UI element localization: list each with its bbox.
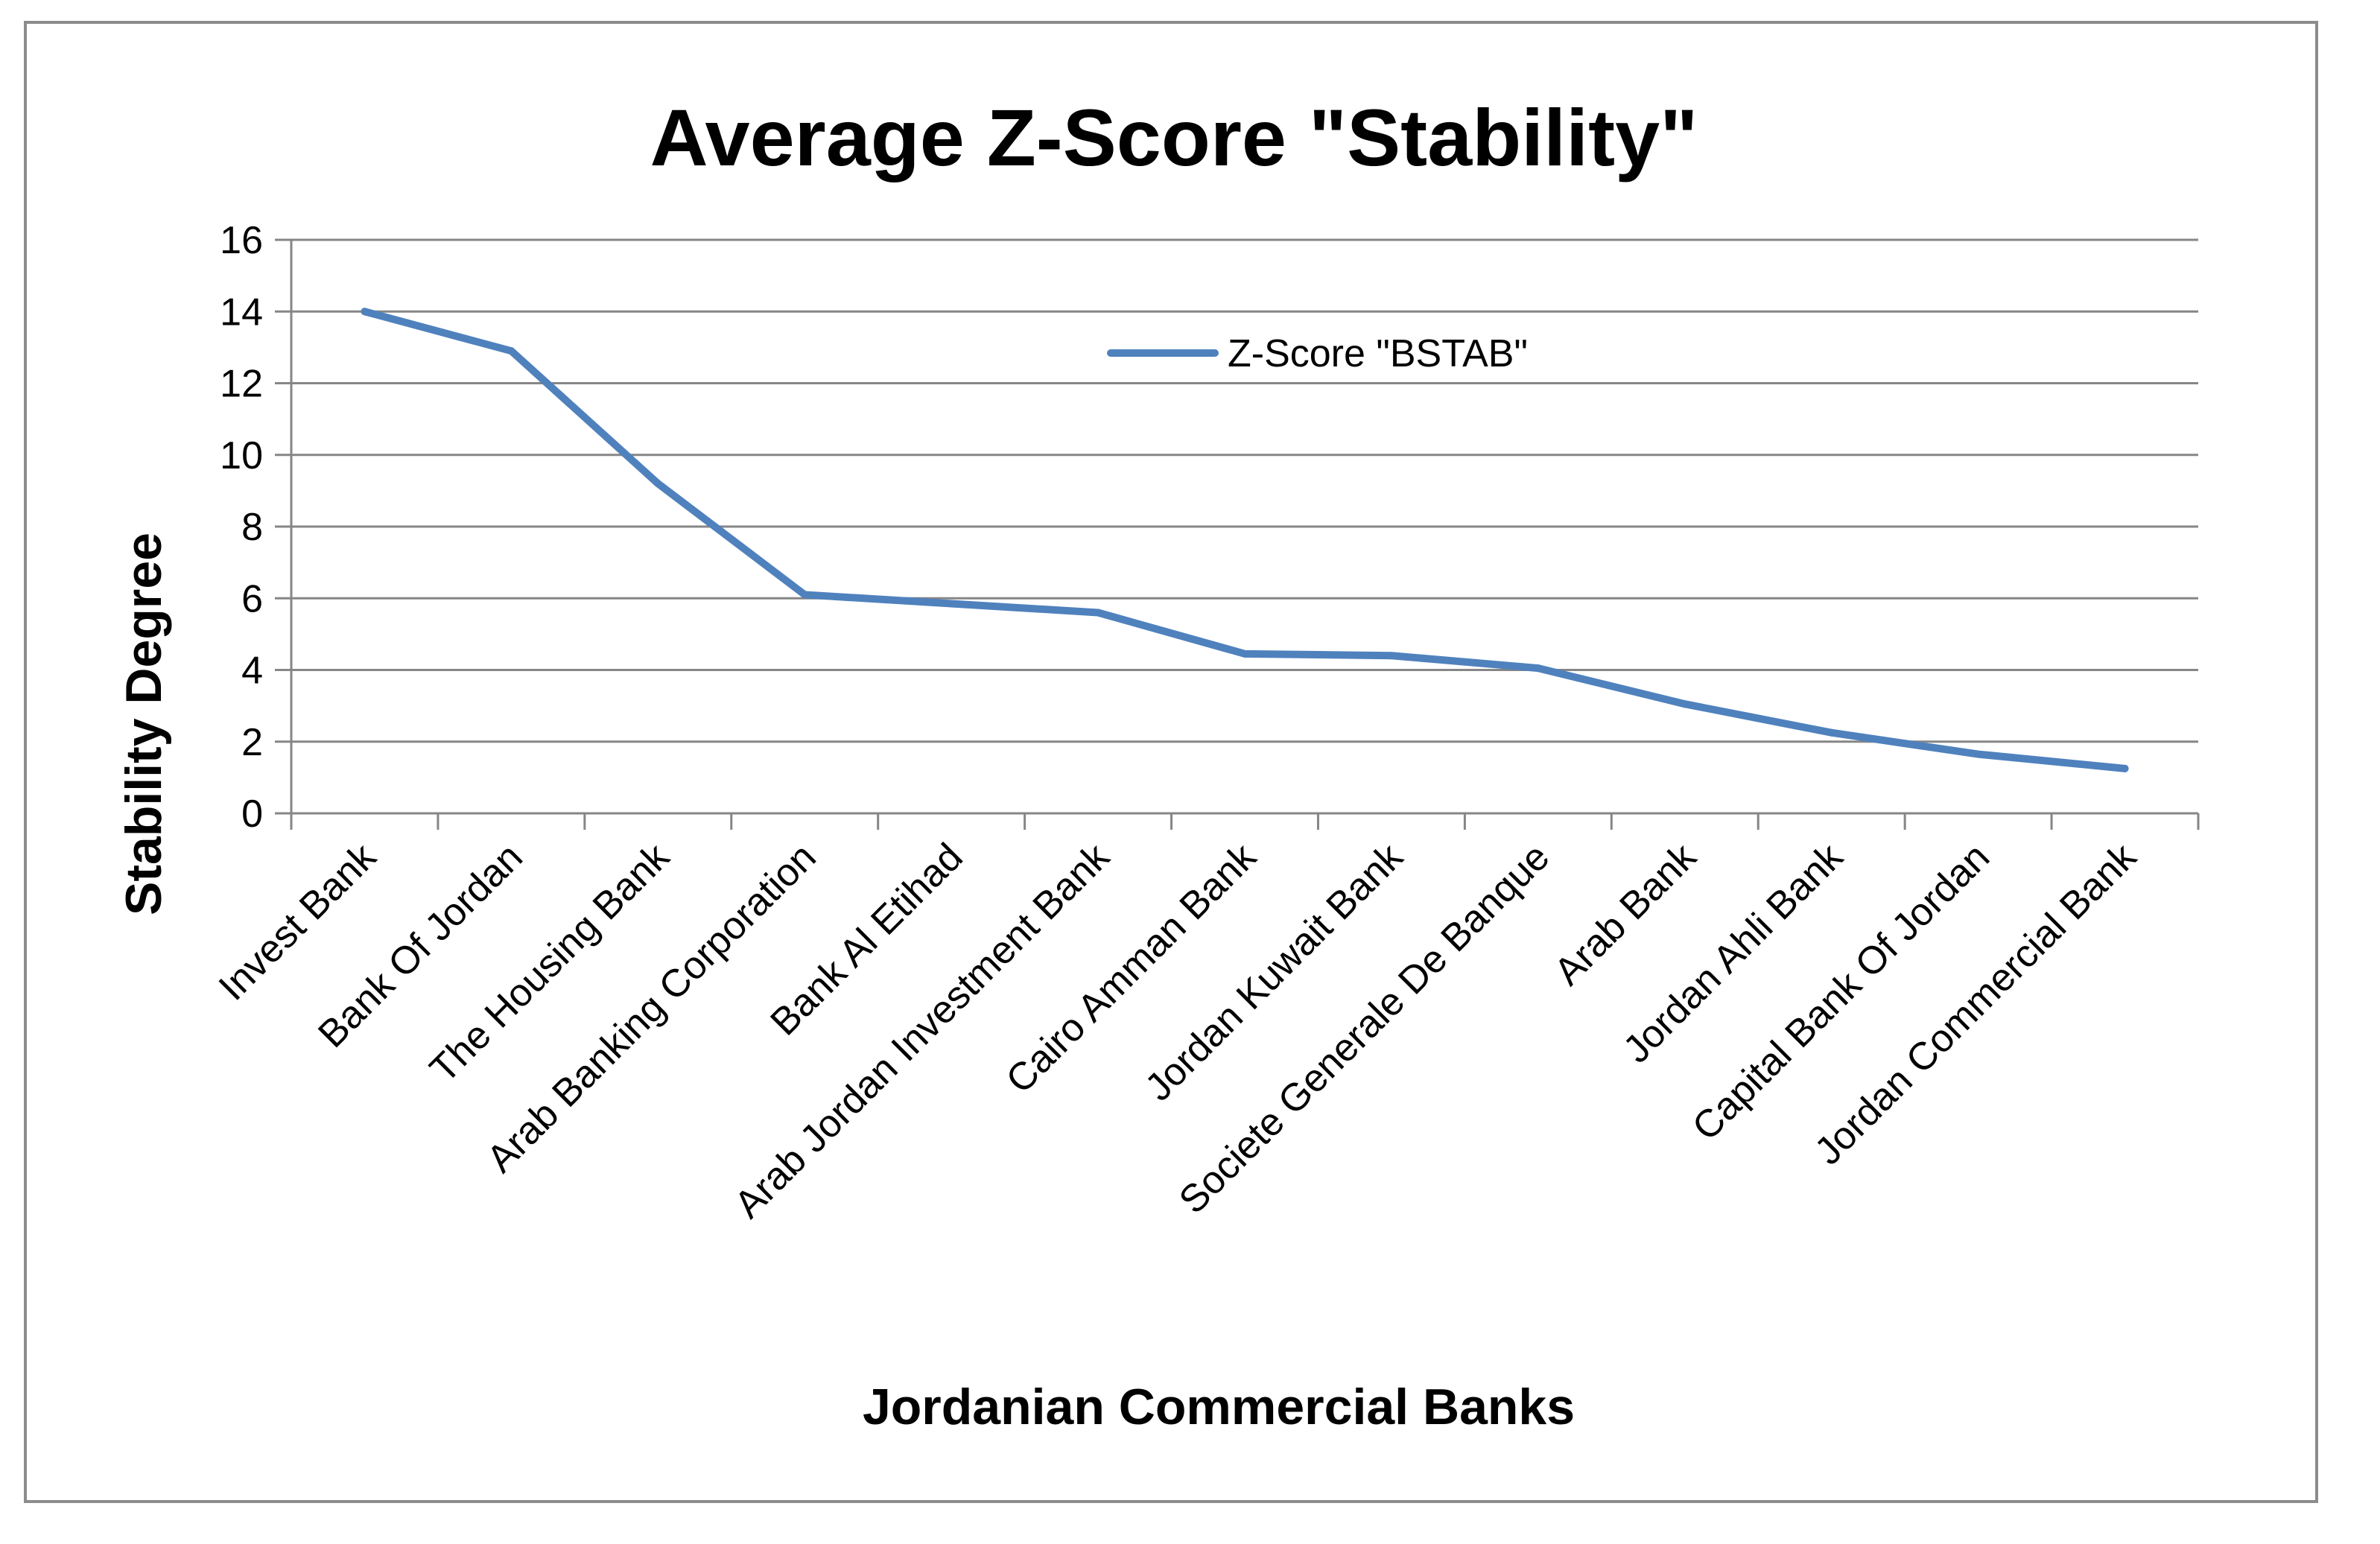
data-point-0-11 <box>1974 750 1982 758</box>
y-tick-label-12: 12 <box>220 363 263 406</box>
y-tick-label-2: 2 <box>241 721 263 764</box>
series-line-0 <box>361 308 2129 772</box>
data-point-0-8 <box>1534 664 1542 673</box>
data-point-0-1 <box>507 347 515 355</box>
x-axis-title: Jordanian Commercial Banks <box>863 1379 1575 1435</box>
y-tick-label-16: 16 <box>220 219 263 262</box>
data-point-0-12 <box>2121 764 2129 772</box>
data-point-0-6 <box>1241 649 1248 658</box>
legend-label-0: Z-Score "BSTAB" <box>1228 332 1528 375</box>
x-tick-label-11: Capital Bank Of Jordan <box>1684 835 1998 1149</box>
line-chart: Average Z-Score "Stability" 0 2 4 6 8 10 12 14 1… <box>115 92 2200 1435</box>
y-tick-label-4: 4 <box>241 649 263 693</box>
y-tick-label-6: 6 <box>241 577 263 620</box>
data-point-0-10 <box>1827 728 1835 737</box>
series-lines <box>361 308 2129 772</box>
gridlines <box>291 238 2198 743</box>
data-point-0-3 <box>801 591 809 599</box>
data-point-0-2 <box>654 480 662 488</box>
x-tick-label-9: Arab Bank <box>1546 835 1705 994</box>
x-tick-label-7: Jordan Kuwait Bank <box>1137 835 1412 1110</box>
y-tick-label-0: 0 <box>241 792 263 836</box>
y-tick-labels: 0 2 4 6 8 10 12 14 16 <box>220 219 263 836</box>
y-tick-label-14: 14 <box>220 290 263 334</box>
x-tick-label-2: The Housing Bank <box>422 835 678 1091</box>
y-tick-label-8: 8 <box>241 506 263 549</box>
data-point-0-5 <box>1094 609 1102 617</box>
y-tick-label-10: 10 <box>220 434 263 477</box>
data-point-0-9 <box>1681 700 1689 708</box>
legend: Z-Score "BSTAB" <box>1107 332 1528 375</box>
x-tick-label-6: Cairo Amman Bank <box>998 835 1265 1102</box>
y-axis-title: Stability Degree <box>115 533 172 915</box>
chart-frame: Average Z-Score "Stability" 0 2 4 6 8 10 12 14 1… <box>24 21 2318 1503</box>
data-point-0-0 <box>361 308 369 316</box>
data-point-0-4 <box>948 600 956 608</box>
chart-title: Average Z-Score "Stability" <box>650 92 1698 182</box>
axes <box>275 238 2200 830</box>
data-point-0-7 <box>1387 652 1395 660</box>
